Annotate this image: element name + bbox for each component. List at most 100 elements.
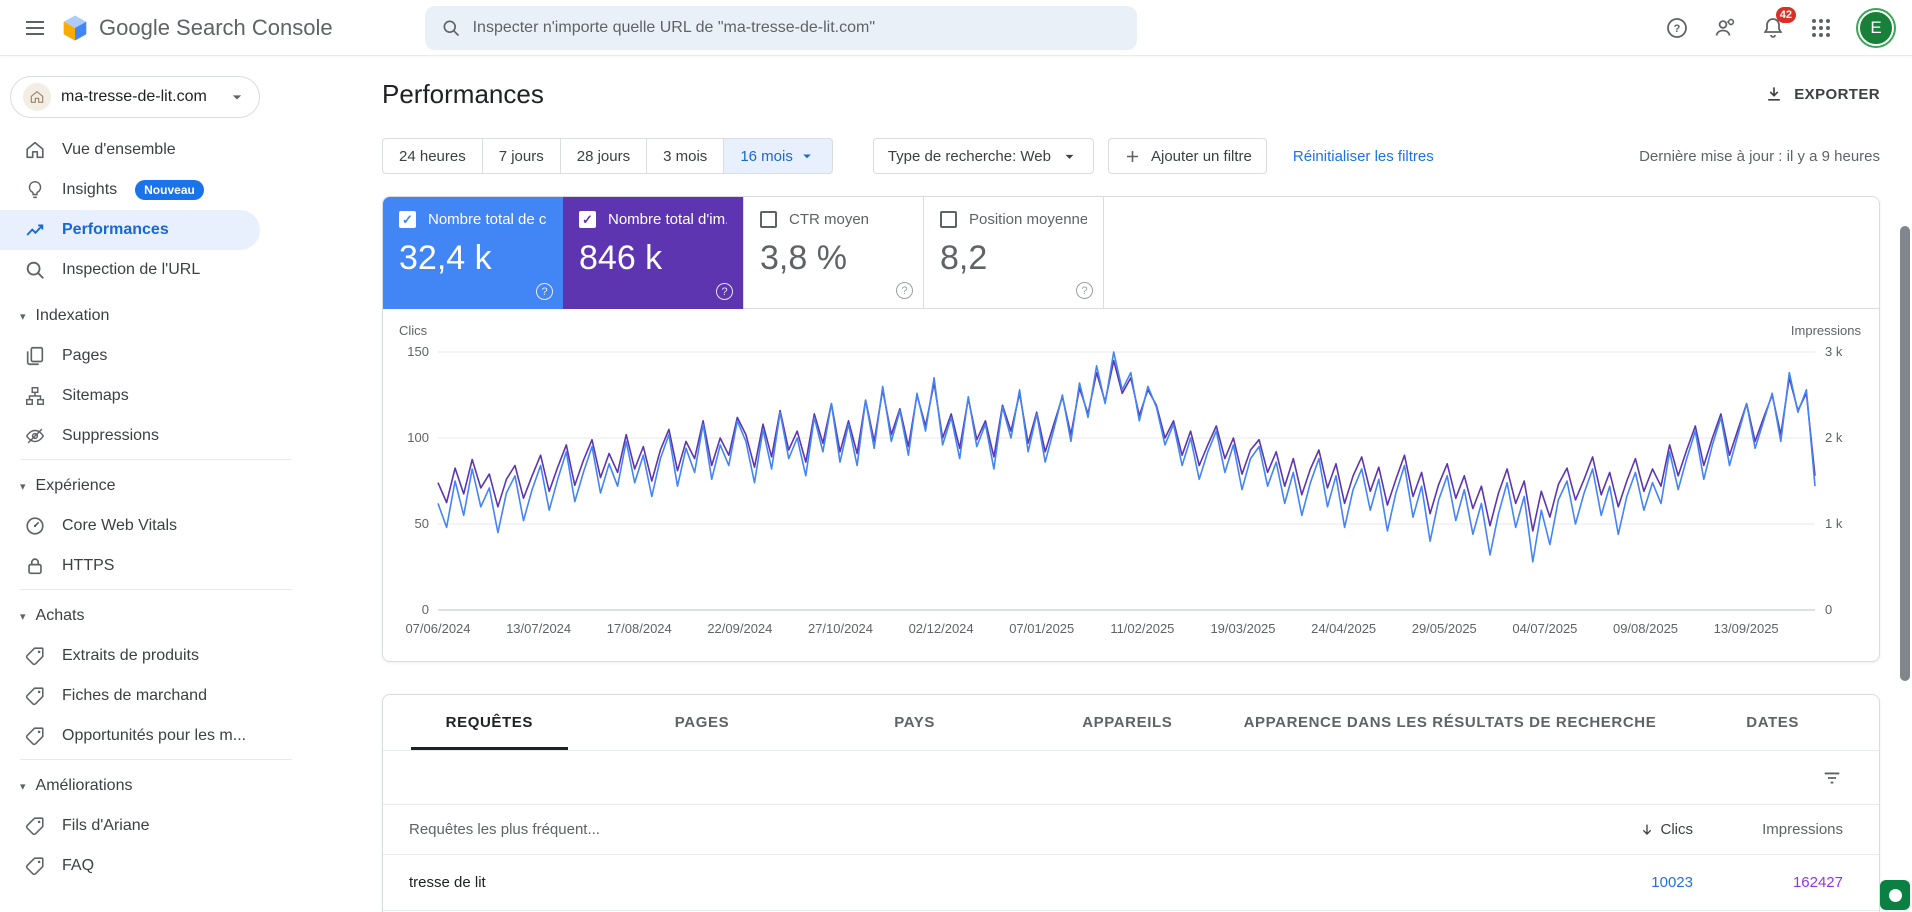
impressions-cell: 162427 (1792, 874, 1843, 891)
scrollbar[interactable] (1900, 226, 1910, 681)
sidebar-section-ameliorations[interactable]: ▾ Améliorations (20, 777, 133, 794)
x-axis-label: 07/01/2025 (1009, 621, 1075, 636)
sidebar-item-pages[interactable]: Pages (0, 336, 260, 376)
menu-button[interactable] (14, 7, 56, 49)
metric-checkbox[interactable]: ✓ (399, 211, 416, 228)
eye-off-icon (24, 425, 46, 447)
url-inspection-input[interactable] (472, 18, 1121, 37)
home-icon (24, 139, 46, 161)
range-chip-7-jours[interactable]: 7 jours (481, 138, 561, 174)
property-avatar (23, 83, 51, 111)
tag-icon (24, 725, 46, 747)
sidebar-item-vue-d-ensemble[interactable]: Vue d'ensemble (0, 130, 260, 170)
sidebar-item-opportunites-pour-les-m[interactable]: Opportunités pour les m... (0, 716, 260, 756)
collapse-icon: ▾ (20, 780, 26, 793)
help-icon[interactable]: ? (716, 283, 733, 300)
metric-value: 3,8 % (760, 239, 847, 277)
app-logo[interactable]: Google Search Console (60, 13, 333, 43)
lock-icon (24, 555, 46, 577)
metrics-row: ✓ Nombre total de c... 32,4 k? ✓ Nombre tota… (383, 197, 1879, 309)
sidebar-item-sitemaps[interactable]: Sitemaps (0, 376, 260, 416)
x-axis-label: 11/02/2025 (1110, 621, 1175, 636)
collapse-icon: ▾ (20, 610, 26, 623)
lightbulb-icon (24, 179, 46, 201)
sidebar-divider (20, 589, 292, 590)
table-tabs: REQUÊTES PAGES PAYS APPAREILS APPARENCE DANS… (383, 695, 1879, 751)
chevron-down-icon (227, 87, 247, 107)
search-icon (441, 18, 461, 38)
metric-checkbox[interactable] (760, 211, 777, 228)
metric-card-ctr-moyen[interactable]: CTR moyen 3,8 %? (743, 197, 923, 309)
sidebar-item-performances[interactable]: Performances (0, 210, 260, 250)
tag-icon (24, 855, 46, 877)
range-chip-28-jours[interactable]: 28 jours (559, 138, 648, 174)
sidebar-item-inspection-de-l-url[interactable]: Inspection de l'URL (0, 250, 260, 290)
query-column-header: Requêtes les plus fréquent... (409, 821, 600, 838)
help-button[interactable]: ? (1656, 7, 1698, 49)
range-chip-16-mois[interactable]: 16 mois (723, 138, 833, 174)
help-icon[interactable]: ? (1076, 282, 1093, 299)
notifications-button[interactable]: 42 (1752, 6, 1796, 49)
filter-icon[interactable] (1821, 767, 1843, 789)
sidebar-item-insights[interactable]: Insights Nouveau (0, 170, 260, 210)
extension-badge[interactable] (1880, 880, 1910, 910)
add-filter-button[interactable]: Ajouter un filtre (1108, 138, 1267, 174)
x-axis-label: 27/10/2024 (807, 621, 874, 636)
tab-requetes[interactable]: REQUÊTES (383, 695, 596, 750)
sidebar-item-core-web-vitals[interactable]: Core Web Vitals (0, 506, 260, 546)
x-axis-label: 22/09/2024 (707, 621, 773, 636)
metrics-filler (1103, 197, 1879, 309)
tag-icon (24, 815, 46, 837)
tab-appareils[interactable]: APPAREILS (1082, 714, 1173, 731)
reset-filters-link[interactable]: Réinitialiser les filtres (1292, 147, 1434, 165)
table-panel: REQUÊTES PAGES PAYS APPAREILS APPARENCE DANS… (382, 694, 1880, 912)
user-settings-button[interactable] (1704, 7, 1746, 49)
query-cell[interactable]: tresse de lit (409, 874, 486, 891)
sidebar-item-https[interactable]: HTTPS (0, 546, 260, 586)
tab-apparence-dans-les-resultats-de-recherche[interactable]: APPARENCE DANS LES RÉSULTATS DE RECHERCH… (1243, 714, 1657, 731)
tab-dates[interactable]: DATES (1746, 714, 1800, 731)
url-inspection-searchbar[interactable] (424, 5, 1137, 50)
sidebar-divider (20, 759, 292, 760)
main-content: Performances EXPORTER 24 heures 7 jours 28… (312, 56, 1912, 912)
metric-checkbox[interactable]: ✓ (579, 211, 596, 228)
chart-canvas (437, 351, 1816, 611)
export-button[interactable]: EXPORTER (1764, 84, 1880, 104)
sidebar-section-indexation[interactable]: ▾ Indexation (20, 307, 110, 324)
tab-pays[interactable]: PAYS (894, 714, 936, 731)
performance-chart: Clics Impressions 150 100 50 0 3 k 2 k 1 k 0 07/… (383, 309, 1879, 661)
range-chip-24-heures[interactable]: 24 heures (382, 138, 483, 174)
sidebar-item-fiches-de-marchand[interactable]: Fiches de marchand (0, 676, 260, 716)
metric-card-nombre-total-d-im[interactable]: ✓ Nombre total d'im... 846 k? (563, 197, 743, 309)
clicks-column-header[interactable]: Clics (1543, 821, 1693, 838)
range-chip-3-mois[interactable]: 3 mois (646, 138, 725, 174)
search-type-filter[interactable]: Type de recherche: Web (872, 138, 1094, 174)
help-icon[interactable]: ? (536, 283, 553, 300)
metric-checkbox[interactable] (940, 211, 957, 228)
collapse-icon: ▾ (20, 310, 26, 323)
table-header: Requêtes les plus fréquent... Clics Impr… (383, 805, 1879, 855)
metric-card-position-moyenne[interactable]: Position moyenne 8,2? (923, 197, 1103, 309)
apps-button[interactable] (1800, 7, 1842, 49)
sidebar-item-suppressions[interactable]: Suppressions (0, 416, 260, 456)
x-axis-label: 19/03/2025 (1210, 621, 1276, 636)
x-axis-label: 17/08/2024 (606, 621, 672, 636)
table-row[interactable]: tresse de lit 10023 162427 (383, 855, 1879, 911)
user-settings-icon (1713, 16, 1737, 40)
tab-pages[interactable]: PAGES (674, 714, 730, 731)
metric-card-nombre-total-de-c[interactable]: ✓ Nombre total de c... 32,4 k? (383, 197, 563, 309)
help-icon[interactable]: ? (896, 282, 913, 299)
page-header: Performances EXPORTER (382, 76, 1880, 112)
property-selector[interactable]: ma-tresse-de-lit.com (10, 76, 260, 118)
sidebar-item-extraits-de-produits[interactable]: Extraits de produits (0, 636, 260, 676)
impressions-column-header[interactable]: Impressions (1762, 821, 1843, 838)
topbar: Google Search Console ? 42 E (0, 0, 1912, 56)
metric-value: 846 k (579, 239, 663, 277)
download-icon (1764, 84, 1784, 104)
avatar[interactable]: E (1858, 9, 1894, 46)
sidebar-item-faq[interactable]: FAQ (0, 846, 260, 886)
sidebar-section-experience[interactable]: ▾ Expérience (20, 477, 116, 494)
sidebar-item-fils-d-ariane[interactable]: Fils d'Ariane (0, 806, 260, 846)
sidebar-section-achats[interactable]: ▾ Achats (20, 607, 85, 624)
metric-value: 8,2 (940, 239, 988, 277)
